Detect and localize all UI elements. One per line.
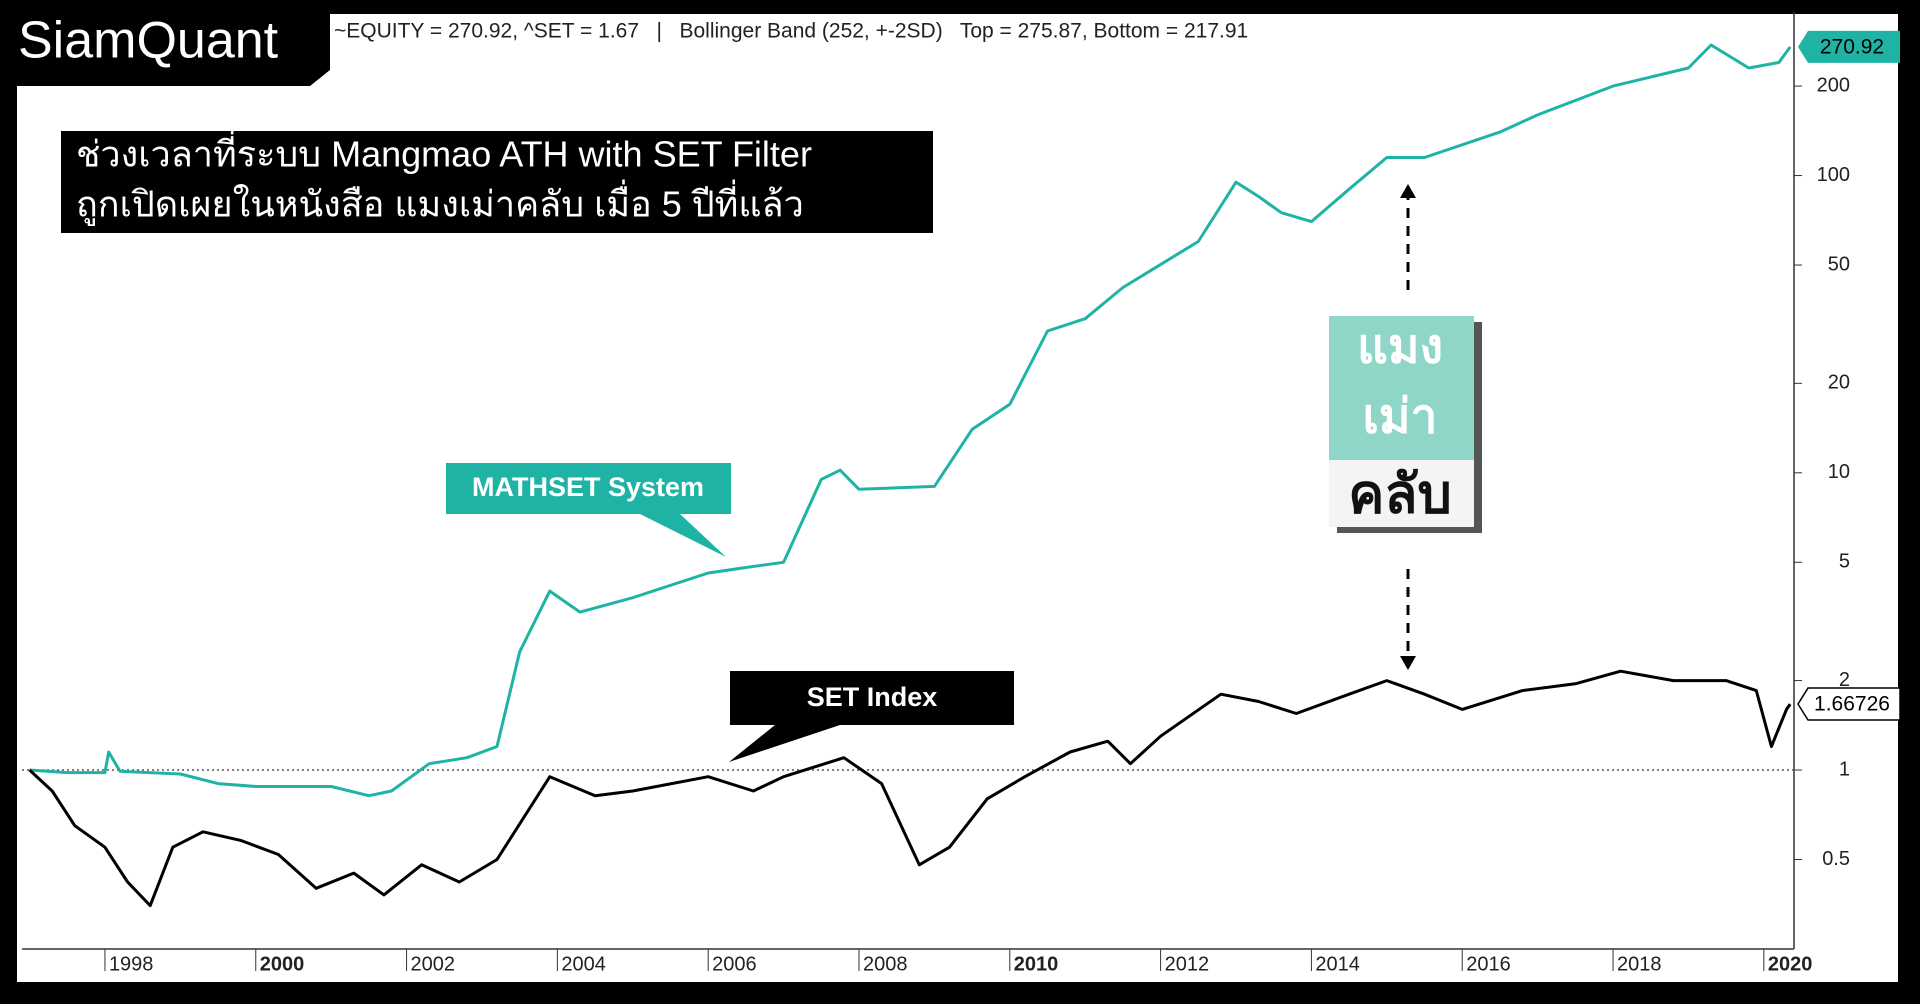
- logo-box: [0, 0, 330, 86]
- series-line: [28, 669, 1792, 908]
- callout-box: [446, 463, 731, 557]
- y-tick-label: 10: [1828, 461, 1850, 483]
- x-tick-label: 2010: [1014, 953, 1058, 975]
- y-tick-label: 100: [1817, 164, 1850, 186]
- book: แมง เม่า คลับ: [1329, 316, 1482, 533]
- annotation-line: ถูกเปิดเผยในหนังสือ แมงเม่าคลับ เมื่อ 5 …: [76, 180, 804, 227]
- x-tick-label: 2002: [411, 953, 456, 975]
- logo: SiamQuant: [18, 12, 279, 70]
- x-tick-label: 2000: [260, 953, 305, 975]
- y-tick-label: 1: [1839, 758, 1850, 780]
- callout-box: [729, 671, 1014, 762]
- last-value-label: 270.92: [1820, 35, 1884, 58]
- x-tick-label: 2018: [1617, 953, 1662, 975]
- marks: 0.5 1 2 5 10 20 50 100 200 1998 2000 2002 2004 2006 20…: [22, 12, 1901, 975]
- x-tick-label: 2004: [561, 953, 606, 975]
- last-value-tag: [1798, 30, 1900, 63]
- y-tick-label: 2: [1839, 669, 1850, 691]
- y-tick-label: 200: [1817, 74, 1850, 96]
- x-tick-label: 2016: [1466, 953, 1511, 975]
- book-title: เม่า: [1363, 391, 1438, 444]
- book-bottom: [1329, 460, 1474, 527]
- x-tick-label: 2008: [863, 953, 908, 975]
- x-tick-label: 2006: [712, 953, 757, 975]
- annotation-box: [61, 131, 933, 233]
- y-tick-label: 0.5: [1822, 848, 1850, 870]
- chart-header: ~EQUITY = 270.92, ^SET = 1.67 | Bollinge…: [334, 20, 1248, 43]
- last-value-tag: [1797, 687, 1901, 721]
- callout-label: MATHSET System: [472, 472, 704, 502]
- y-tick-label: 50: [1828, 253, 1850, 275]
- x-tick-label: 2012: [1165, 953, 1210, 975]
- book-title: คลับ: [1348, 464, 1452, 524]
- book-title: แมง: [1357, 321, 1443, 374]
- last-value-label: 1.66726: [1814, 693, 1890, 716]
- x-tick-label: 2014: [1315, 953, 1360, 975]
- annotation-line: ช่วงเวลาที่ระบบ Mangmao ATH with SET Fil…: [76, 130, 812, 175]
- y-tick-label: 5: [1839, 551, 1850, 573]
- x-tick-label: 1998: [109, 953, 153, 975]
- series-line: [29, 43, 1792, 798]
- callout-label: SET Index: [807, 682, 938, 712]
- x-tick-label: 2020: [1768, 953, 1813, 975]
- y-tick-label: 20: [1828, 372, 1850, 394]
